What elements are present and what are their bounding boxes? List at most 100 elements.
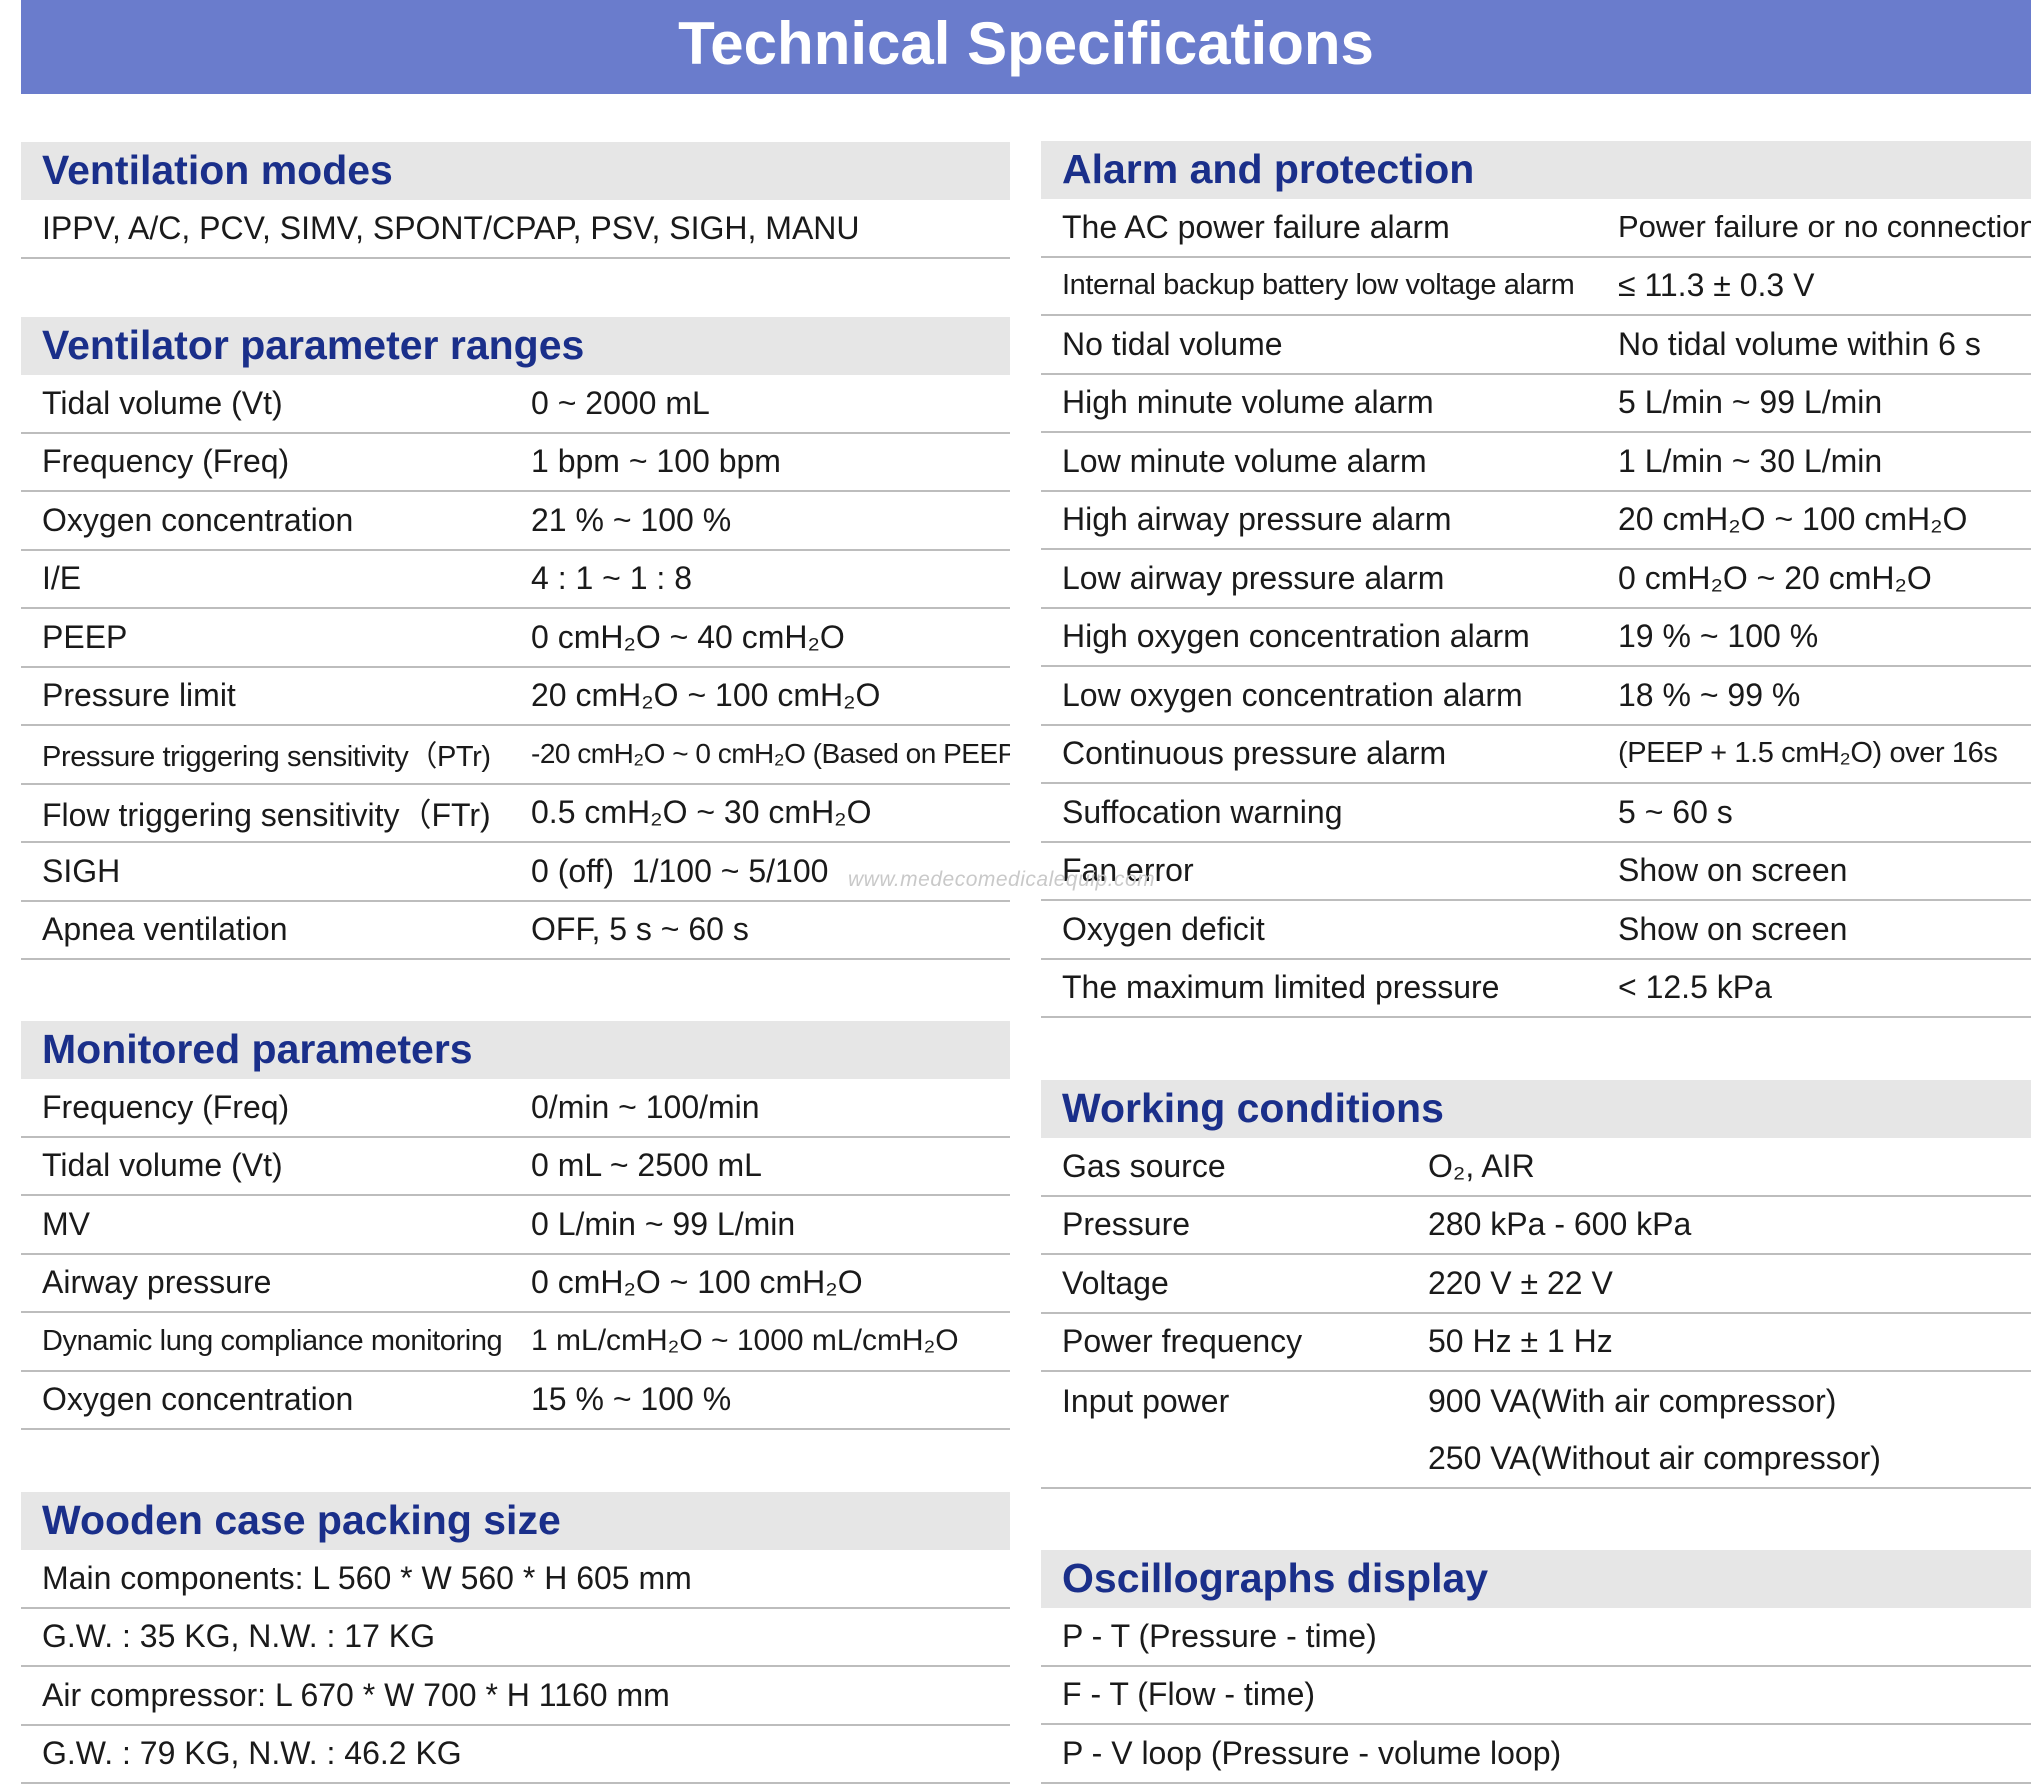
table-row: Tidal volume (Vt) 0 ~ 2000 mL (21, 375, 1010, 434)
spec-label: Low minute volume alarm (1062, 442, 1427, 479)
spec-value: 220 V ± 22 V (1428, 1264, 1613, 1301)
spec-label: I/E (42, 560, 82, 597)
page-title: Technical Specifications (21, 0, 2031, 94)
spec-value: 900 VA(With air compressor) (1428, 1382, 1837, 1419)
table-row: Oxygen deficit Show on screen (1041, 901, 2031, 960)
table-row: Internal backup battery low voltage alar… (1041, 258, 2031, 316)
spec-label: The maximum limited pressure (1062, 969, 1500, 1006)
spec-value: 20 cmH₂O ~ 100 cmH₂O (1618, 501, 1968, 538)
table-row: Frequency (Freq) 0/min ~ 100/min (21, 1079, 1010, 1138)
spec-label: Continuous pressure alarm (1062, 735, 1447, 772)
table-row: P - T (Pressure - time) (1041, 1608, 2031, 1667)
spec-label: Flow triggering sensitivity（FTr) (42, 796, 491, 833)
table-row: Dynamic lung compliance monitoring 1 mL/c… (21, 1313, 1010, 1372)
section-title: Ventilator parameter ranges (21, 317, 1010, 375)
spec-value: 18 % ~ 99 % (1618, 676, 1801, 713)
spec-label: Oxygen concentration (42, 501, 354, 538)
spec-value: Power failure or no connection (1618, 209, 2031, 245)
spec-label: Input power (1062, 1382, 1230, 1419)
table-row: Gas source O₂, AIR (1041, 1138, 2031, 1197)
table-row: Low airway pressure alarm 0 cmH₂O ~ 20 cm… (1041, 550, 2031, 609)
table-row: Main components: L 560 * W 560 * H 605 m… (21, 1550, 1010, 1609)
table-row: Fan error Show on screen (1041, 843, 2031, 901)
section-title: Ventilation modes (21, 142, 1010, 200)
spec-text: G.W. : 35 KG, N.W. : 17 KG (42, 1618, 435, 1655)
spec-value: 0 L/min ~ 99 L/min (531, 1205, 796, 1242)
spec-text: Main components: L 560 * W 560 * H 605 m… (42, 1559, 692, 1596)
spec-label: Oxygen deficit (1062, 910, 1265, 947)
spec-label: Frequency (Freq) (42, 1088, 290, 1125)
table-row: I/E 4 : 1 ~ 1 : 8 (21, 551, 1010, 609)
spec-label: High minute volume alarm (1062, 384, 1434, 421)
spec-value: 1 mL/cmH₂O ~ 1000 mL/cmH₂O (531, 1324, 959, 1358)
table-row: The AC power failure alarm Power failure … (1041, 199, 2031, 258)
spec-value: ≤ 11.3 ± 0.3 V (1618, 267, 1815, 304)
table-row: IPPV, A/C, PCV, SIMV, SPONT/CPAP, PSV, S… (21, 200, 1010, 259)
table-row: Air compressor: L 670 * W 700 * H 1160 m… (21, 1667, 1010, 1726)
spec-label: MV (42, 1205, 90, 1242)
spec-value: 50 Hz ± 1 Hz (1428, 1323, 1613, 1360)
table-row: SIGH 0 (off) 1/100 ~ 5/100 (21, 843, 1010, 902)
table-row: P - V loop (Pressure - volume loop) (1041, 1725, 2031, 1784)
spec-value: O₂, AIR (1428, 1147, 1535, 1184)
spec-label: Suffocation warning (1062, 793, 1343, 830)
table-row: Voltage 220 V ± 22 V (1041, 1255, 2031, 1314)
spec-value: 0 mL ~ 2500 mL (531, 1147, 762, 1184)
spec-value: 0 cmH₂O ~ 20 cmH₂O (1618, 559, 1932, 596)
spec-value: 19 % ~ 100 % (1618, 618, 1819, 655)
spec-label: High airway pressure alarm (1062, 501, 1452, 538)
section-alarm-and-protection: Alarm and protection The AC power failur… (1041, 141, 2031, 1018)
spec-value: 280 kPa - 600 kPa (1428, 1206, 1692, 1243)
spec-label: SIGH (42, 852, 121, 889)
spec-label: PEEP (42, 618, 128, 655)
spec-label: Power frequency (1062, 1323, 1303, 1360)
spec-value: Show on screen (1618, 852, 1848, 889)
spec-value: 5 ~ 60 s (1618, 793, 1733, 830)
spec-label: Airway pressure (42, 1264, 272, 1301)
table-row: Continuous pressure alarm (PEEP + 1.5 cmH… (1041, 726, 2031, 784)
table-row: Pressure 280 kPa - 600 kPa (1041, 1197, 2031, 1255)
spec-value: 15 % ~ 100 % (531, 1381, 732, 1418)
table-row: Tidal volume (Vt) 0 mL ~ 2500 mL (21, 1138, 1010, 1196)
section-title: Alarm and protection (1041, 141, 2031, 199)
spec-value: 20 cmH₂O ~ 100 cmH₂O (531, 677, 881, 714)
section-title: Monitored parameters (21, 1021, 1010, 1079)
spec-label: Voltage (1062, 1264, 1169, 1301)
spec-value: 1 bpm ~ 100 bpm (531, 443, 781, 480)
spec-value: OFF, 5 s ~ 60 s (531, 911, 749, 948)
spec-text: Air compressor: L 670 * W 700 * H 1160 m… (42, 1676, 670, 1713)
spec-value: 5 L/min ~ 99 L/min (1618, 384, 1883, 421)
table-row: PEEP 0 cmH₂O ~ 40 cmH₂O (21, 609, 1010, 668)
spec-text: IPPV, A/C, PCV, SIMV, SPONT/CPAP, PSV, S… (42, 209, 860, 246)
section-title: Wooden case packing size (21, 1492, 1010, 1550)
spec-label: Tidal volume (Vt) (42, 384, 283, 421)
spec-value: 0 ~ 2000 mL (531, 384, 710, 421)
table-row: Low minute volume alarm 1 L/min ~ 30 L/mi… (1041, 433, 2031, 492)
section-working-conditions: Working conditions Gas source O₂, AIR Pre… (1041, 1080, 2031, 1489)
spec-value: No tidal volume within 6 s (1618, 325, 1981, 362)
spec-value: 0/min ~ 100/min (531, 1088, 760, 1125)
spec-value: < 12.5 kPa (1618, 969, 1772, 1006)
spec-label: Dynamic lung compliance monitoring (42, 1324, 503, 1357)
table-row: High minute volume alarm 5 L/min ~ 99 L/m… (1041, 375, 2031, 433)
section-ventilator-parameter-ranges: Ventilator parameter ranges Tidal volume… (21, 317, 1010, 960)
spec-value: 0.5 cmH₂O ~ 30 cmH₂O (531, 794, 872, 831)
spec-label: The AC power failure alarm (1062, 208, 1450, 245)
table-row: 250 VA(Without air compressor) (1041, 1431, 2031, 1489)
table-row: High airway pressure alarm 20 cmH₂O ~ 100… (1041, 492, 2031, 550)
spec-label: Gas source (1062, 1147, 1226, 1184)
table-row: Oxygen concentration 15 % ~ 100 % (21, 1372, 1010, 1430)
section-monitored-parameters: Monitored parameters Frequency (Freq) 0/m… (21, 1021, 1010, 1430)
section-wooden-case-packing-size: Wooden case packing size Main components… (21, 1492, 1010, 1784)
table-row: Input power 900 VA(With air compressor) (1041, 1372, 2031, 1431)
spec-label: Oxygen concentration (42, 1381, 354, 1418)
spec-text: F - T (Flow - time) (1062, 1676, 1316, 1713)
table-row: Low oxygen concentration alarm 18 % ~ 99 … (1041, 667, 2031, 726)
spec-value: 21 % ~ 100 % (531, 501, 732, 538)
table-row: Frequency (Freq) 1 bpm ~ 100 bpm (21, 434, 1010, 492)
table-row: Power frequency 50 Hz ± 1 Hz (1041, 1314, 2031, 1372)
spec-label: High oxygen concentration alarm (1062, 618, 1530, 655)
spec-value: -20 cmH₂O ~ 0 cmH₂O (Based on PEEP) (531, 738, 1010, 770)
table-row: Suffocation warning 5 ~ 60 s (1041, 784, 2031, 843)
spec-label: Frequency (Freq) (42, 443, 290, 480)
